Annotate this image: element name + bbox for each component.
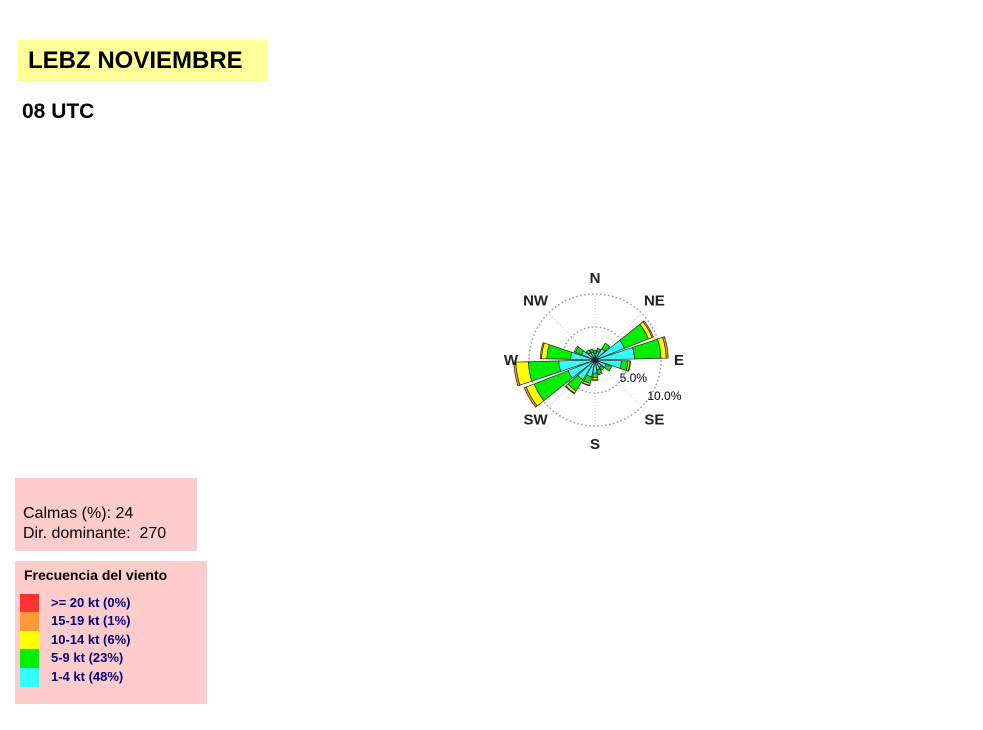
grid-ring — [528, 293, 662, 427]
wind-rose-petal — [513, 361, 521, 387]
wind-rose-petal — [523, 386, 538, 408]
title-box: LEBZ NOVIEMBRE — [18, 40, 268, 81]
ring-label: 10.0% — [647, 389, 681, 403]
grid-spoke — [594, 313, 642, 361]
wind-rose-petal — [539, 342, 545, 359]
calms-text: Calmas (%): 24 — [23, 505, 134, 522]
compass-label: SE — [644, 411, 664, 428]
legend-swatch — [20, 649, 39, 668]
legend-label: 1-4 kt (48%) — [51, 669, 124, 684]
wind-rose-petal — [662, 336, 669, 359]
wind-rose-petal — [599, 365, 605, 371]
wind-rose-petal — [597, 371, 603, 376]
wind-rose-petal — [591, 379, 599, 381]
wind-rose-petal — [585, 349, 591, 355]
legend-item: 5-9 kt (23%) — [20, 649, 200, 668]
wind-rose-petal — [573, 345, 579, 353]
legend-swatch — [20, 612, 39, 631]
grid-spoke — [548, 313, 596, 361]
wind-rose-petal — [564, 385, 576, 395]
legend-swatch — [20, 631, 39, 650]
wind-rose-petal — [642, 320, 654, 338]
wind-rose-petal — [601, 342, 611, 352]
chart-subtitle: 08 UTC — [22, 100, 95, 123]
compass-label: N — [590, 270, 601, 287]
dominant-direction-text: Dir. dominante: 270 — [23, 525, 167, 542]
wind-rose-petal — [589, 348, 594, 354]
compass-label: S — [590, 436, 600, 453]
petal-layer — [513, 320, 669, 408]
wind-rose-petal — [546, 344, 573, 360]
wind-rose-petal — [581, 382, 591, 387]
legend-label: 5-9 kt (23%) — [51, 650, 124, 665]
legend-item: 15-19 kt (1%) — [20, 612, 200, 631]
legend-label: 15-19 kt (1%) — [51, 613, 131, 628]
wind-rose-petal — [627, 360, 631, 372]
legend-swatch — [20, 594, 39, 613]
legend-label: 10-14 kt (6%) — [51, 632, 131, 647]
legend-label: >= 20 kt (0%) — [51, 595, 131, 610]
legend-title: Frecuencia del viento — [24, 567, 168, 583]
compass-label: W — [504, 352, 519, 369]
compass-label: SW — [524, 411, 549, 428]
legend-item: 1-4 kt (48%) — [20, 668, 200, 687]
compass-label: E — [674, 352, 684, 369]
ring-label: 5.0% — [620, 371, 648, 385]
wind-rose-petal — [591, 372, 599, 379]
legend-item: 10-14 kt (6%) — [20, 631, 200, 650]
legend-item: >= 20 kt (0%) — [20, 594, 200, 613]
wind-rose-chart: N NE E SE S SW W NW 5.0% 10.0% — [504, 270, 684, 453]
wind-rose-petal — [603, 363, 613, 372]
legend: Frecuencia del viento >= 20 kt (0%) 15-1… — [15, 561, 207, 704]
chart-title: LEBZ NOVIEMBRE — [28, 47, 243, 74]
grid-spoke — [594, 359, 642, 407]
compass-label: NE — [644, 293, 665, 310]
compass-label: NW — [523, 293, 549, 310]
label-layer: N NE E SE S SW W NW 5.0% 10.0% — [504, 270, 684, 453]
wind-rose-petal — [593, 349, 597, 354]
stats-box: Calmas (%): 24 Dir. dominante: 270 — [15, 478, 197, 551]
wind-rose-petal — [596, 347, 602, 353]
legend-swatch — [20, 668, 39, 687]
